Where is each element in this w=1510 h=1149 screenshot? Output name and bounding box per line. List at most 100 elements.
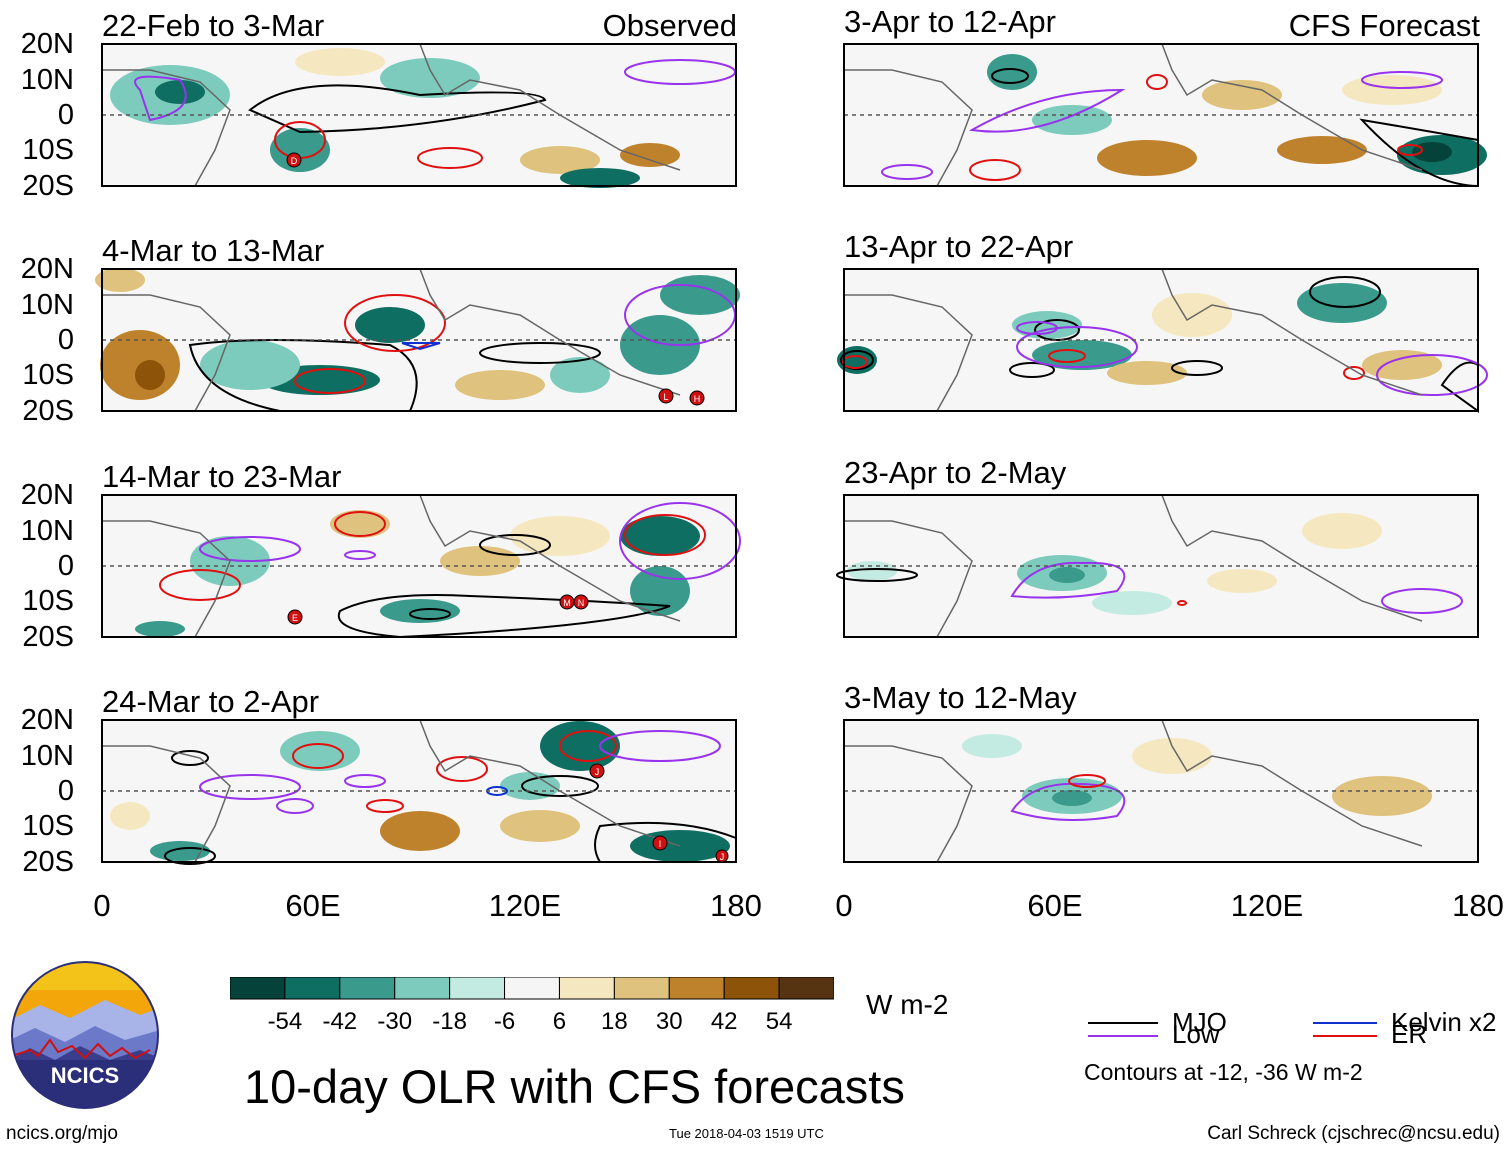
- panel-forecast-4: 3-May to 12-May 0 60E 120E 180: [742, 676, 1510, 936]
- colorbar-cell: [339, 976, 396, 1000]
- panel-observed-3: 14-Mar to 23-Mar E M N: [0, 451, 760, 653]
- x-label: 120E: [1230, 888, 1304, 923]
- legend-label-mjo: MJO: [1172, 1007, 1227, 1037]
- y-label: 10S: [22, 810, 74, 842]
- storm-marker-label: I: [659, 839, 662, 849]
- legend-line-er: [1313, 1035, 1377, 1037]
- storm-marker: E: [287, 609, 303, 625]
- y-label: 10S: [22, 359, 74, 391]
- y-label: 0: [57, 550, 74, 582]
- legend-label-low: Low: [1172, 1019, 1220, 1049]
- colorbar-tick-label: -42: [322, 1008, 357, 1035]
- storm-marker: M: [559, 594, 575, 610]
- y-label: 20N: [20, 479, 74, 511]
- storm-marker-label: J: [720, 852, 725, 862]
- y-label: 10N: [20, 64, 74, 96]
- colorbar-tick-label: 54: [766, 1008, 793, 1035]
- colorbar: -54 -42 -30 -18 -6 6 18 30 42 54: [229, 976, 835, 1037]
- panel-title: 13-Apr to 22-Apr: [844, 229, 1074, 264]
- map-observed-2: L H: [95, 268, 740, 412]
- panel-title: 14-Mar to 23-Mar: [102, 459, 342, 494]
- panel-forecast-1: 3-Apr to 12-Apr CFS Forecast: [742, 0, 1510, 200]
- map-observed-4: J I J: [101, 719, 737, 865]
- legend-line-kelvin: [1313, 1022, 1377, 1024]
- ncics-logo: NCICS: [10, 960, 160, 1110]
- colorbar-tick-label: 42: [711, 1008, 738, 1035]
- colorbar-tick-label: -6: [494, 1008, 515, 1035]
- map-observed-1: D: [101, 43, 737, 188]
- panel-title: 22-Feb to 3-Mar: [102, 8, 325, 43]
- storm-marker-label: H: [694, 394, 701, 404]
- map-forecast-3: [836, 494, 1479, 638]
- y-label: 10S: [22, 585, 74, 617]
- storm-marker: D: [286, 152, 302, 168]
- legend-line-mjo: [1088, 1022, 1158, 1024]
- colorbar-tick-label: 30: [656, 1008, 683, 1035]
- storm-marker-label: J: [595, 767, 600, 777]
- colorbar-cell: [723, 976, 780, 1000]
- x-label: 0: [835, 888, 853, 923]
- colorbar-cell: [558, 976, 615, 1000]
- map-forecast-4: [843, 719, 1479, 863]
- storm-marker-label: E: [292, 613, 298, 623]
- y-label: 0: [57, 99, 74, 131]
- y-label: 20S: [22, 170, 74, 202]
- panel-observed-1: 22-Feb to 3-Mar Observed D 20N 10N 0 10S…: [0, 0, 760, 202]
- y-label: 20N: [20, 704, 74, 736]
- y-label: 20S: [22, 621, 74, 653]
- colorbar-cell: [613, 976, 670, 1000]
- colorbar-cell: [394, 976, 451, 1000]
- colorbar-graphic: -54 -42 -30 -18 -6 6 18 30 42 54: [229, 976, 835, 1035]
- map-forecast-1: [843, 43, 1487, 188]
- y-label: 10N: [20, 740, 74, 772]
- panel-forecast-3: 23-Apr to 2-May: [742, 451, 1510, 651]
- storm-marker-label: L: [663, 392, 668, 402]
- logo-text: NCICS: [51, 1063, 119, 1088]
- colorbar-tick-label: -30: [377, 1008, 412, 1035]
- column-label-forecast: CFS Forecast: [1288, 8, 1480, 43]
- colorbar-cell: [504, 976, 560, 1000]
- column-label-observed: Observed: [602, 8, 737, 43]
- colorbar-tick-label: 6: [553, 1008, 566, 1035]
- legend-note: Contours at -12, -36 W m-2: [1084, 1059, 1363, 1085]
- x-label: 60E: [1027, 888, 1083, 923]
- footer-credit: Carl Schreck (cjschrec@ncsu.edu): [1207, 1123, 1500, 1144]
- footer-url[interactable]: ncics.org/mjo: [6, 1123, 118, 1144]
- y-label: 20S: [22, 395, 74, 427]
- storm-marker-label: D: [291, 156, 298, 166]
- x-label: 0: [93, 888, 111, 923]
- map-forecast-2: [837, 268, 1488, 413]
- y-label: 0: [57, 324, 74, 356]
- colorbar-tick-label: -54: [268, 1008, 303, 1035]
- storm-marker-label: N: [578, 598, 585, 608]
- panel-title: 4-Mar to 13-Mar: [102, 233, 325, 268]
- panel-title: 3-Apr to 12-Apr: [844, 4, 1056, 39]
- main-title: 10-day OLR with CFS forecasts: [244, 1060, 905, 1113]
- legend-label-kelvin: Kelvin x2: [1391, 1007, 1497, 1037]
- colorbar-cell: [284, 976, 341, 1000]
- y-label: 10S: [22, 134, 74, 166]
- x-label: 60E: [285, 888, 341, 923]
- y-label: 20S: [22, 846, 74, 878]
- x-label: 180: [710, 888, 762, 923]
- panel-observed-2: 4-Mar to 13-Mar L H 20N 10N 0 10S: [0, 225, 760, 427]
- panel-forecast-2: 13-Apr to 22-Apr: [742, 225, 1510, 425]
- panel-title: 23-Apr to 2-May: [844, 455, 1067, 490]
- storm-marker: N: [573, 594, 589, 610]
- legend-label-er: ER: [1391, 1019, 1428, 1049]
- panel-title: 3-May to 12-May: [844, 680, 1077, 715]
- storm-marker: J: [589, 763, 605, 779]
- panel-title: 24-Mar to 2-Apr: [102, 684, 320, 719]
- storm-marker-label: M: [563, 598, 571, 608]
- storm-marker: L: [658, 388, 674, 404]
- y-label: 20N: [20, 253, 74, 285]
- colorbar-cell: [668, 976, 725, 1000]
- y-label: 10N: [20, 515, 74, 547]
- panel-observed-4: 24-Mar to 2-Apr J I: [0, 676, 762, 936]
- colorbar-unit: W m-2: [866, 989, 949, 1020]
- x-label: 120E: [488, 888, 562, 923]
- colorbar-tick-label: 18: [601, 1008, 628, 1035]
- colorbar-tick-label: -18: [432, 1008, 467, 1035]
- storm-marker: I: [652, 835, 668, 851]
- y-label: 10N: [20, 289, 74, 321]
